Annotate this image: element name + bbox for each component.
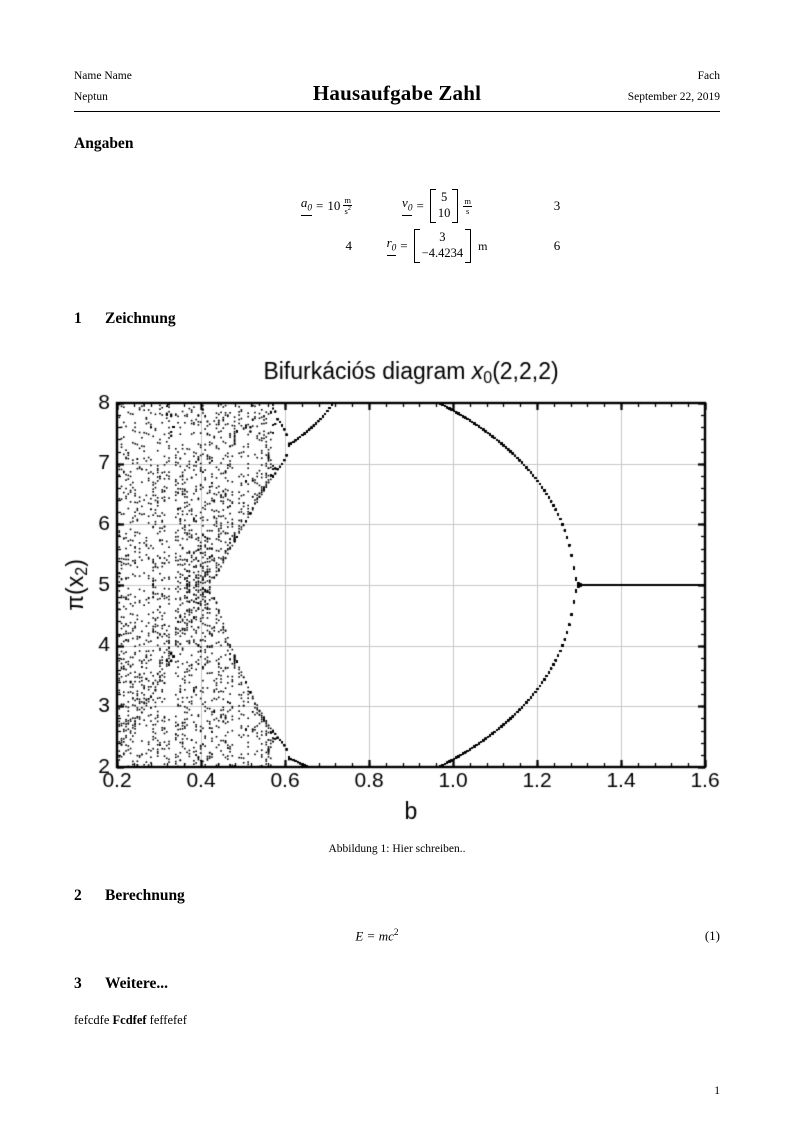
section-3-number: 3	[74, 975, 82, 992]
r0-equals: =	[400, 238, 408, 253]
document-header: Name Name Fach Neptun Hausaufgabe Zahl S…	[74, 68, 720, 112]
r0-vector: 3 −4.4234	[413, 229, 472, 263]
equation-rhs-c: c	[388, 928, 394, 944]
r0-symbol: r0	[386, 235, 397, 256]
section-2-title: Berechnung	[105, 887, 185, 904]
page-number: 1	[714, 1085, 720, 1097]
r0-component-1: −4.4234	[421, 246, 464, 260]
bifurcation-plot-canvas	[60, 340, 734, 835]
v0-vector: 5 10	[429, 189, 459, 223]
given-values-row-1: a0 = 10 m s2 v0 = 5 10	[74, 186, 720, 226]
acceleration-definition: a0 = 10 m s2	[202, 196, 352, 216]
section-1-number: 1	[74, 310, 82, 327]
v0-component-0: 5	[440, 190, 448, 205]
a0-value: 10	[327, 197, 341, 213]
equation-rhs-mass: m	[378, 928, 389, 944]
section-3-title: Weitere...	[105, 975, 168, 992]
v0-bracket-left	[429, 189, 436, 223]
header-line-1: Name Name Fach	[74, 68, 720, 85]
equation-1-body: E = mc2	[74, 928, 680, 944]
a0-equals: =	[316, 197, 324, 213]
v0-unit: m s	[463, 195, 472, 216]
given-values-block: a0 = 10 m s2 v0 = 5 10	[74, 186, 720, 266]
section-1-title: Zeichnung	[105, 310, 176, 327]
given-values-row-2: 4 r0 = 3 −4.4234 m 6	[74, 226, 720, 266]
body-text-plain-2: feffefef	[146, 1013, 187, 1027]
header-student-id: Neptun	[74, 91, 108, 103]
velocity-definition: v0 = 5 10 m s	[352, 189, 522, 223]
v0-equals: =	[416, 198, 424, 213]
r0-bracket-left	[413, 229, 420, 263]
page-title: Hausaufgabe Zahl	[312, 81, 482, 105]
given-row2-leading: 4	[345, 238, 353, 253]
section-2-number: 2	[74, 887, 82, 904]
equation-lhs: E	[355, 928, 364, 944]
body-paragraph: fefcdfe Fcdfef feffefef	[74, 1013, 720, 1028]
r0-unit: m	[478, 238, 488, 253]
heading-angaben: Angaben	[74, 135, 134, 152]
section-heading-berechnung: 2 Berechnung	[74, 887, 185, 905]
header-subject: Fach	[697, 70, 720, 82]
header-author: Name Name	[74, 70, 132, 82]
v0-component-1: 10	[437, 206, 451, 220]
r0-bracket-right	[465, 229, 472, 263]
equation-1: E = mc2 (1)	[74, 928, 720, 944]
given-row2-trailing: 6	[553, 238, 561, 253]
header-date: September 22, 2019	[627, 91, 720, 103]
r0-component-0: 3	[439, 230, 446, 245]
a0-unit: m s2	[343, 195, 352, 216]
equation-rhs-exponent: 2	[393, 928, 399, 938]
equation-1-tag: (1)	[704, 928, 720, 944]
header-divider	[74, 111, 720, 112]
a0-symbol: a0	[300, 195, 313, 216]
body-text-bold: Fcdfef	[112, 1013, 147, 1027]
header-line-2: Neptun Hausaufgabe Zahl September 22, 20…	[74, 81, 720, 106]
position-definition: r0 = 3 −4.4234 m	[352, 229, 522, 263]
section-heading-zeichnung: 1 Zeichnung	[74, 310, 176, 328]
given-row1-trailing: 3	[553, 198, 561, 213]
section-heading-weitere: 3 Weitere...	[74, 975, 168, 993]
v0-symbol: v0	[402, 195, 413, 216]
v0-bracket-right	[452, 189, 459, 223]
figure-bifurcation-diagram: Abbildung 1: Hier schreiben..	[60, 340, 734, 855]
figure-caption: Abbildung 1: Hier schreiben..	[328, 843, 466, 855]
body-text-plain-1: fefcdfe	[74, 1013, 113, 1027]
equation-equals: =	[367, 928, 375, 944]
